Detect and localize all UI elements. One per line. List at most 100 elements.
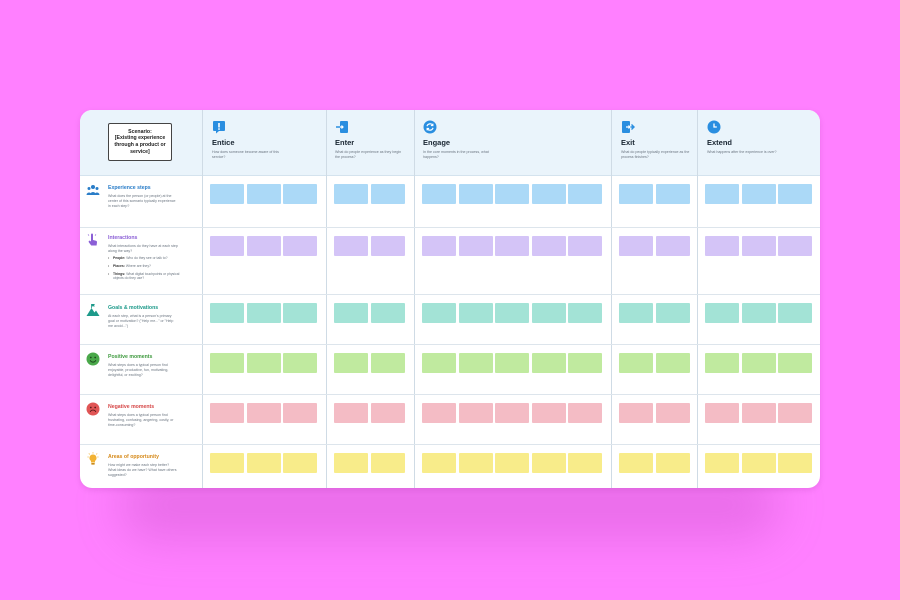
sticky-note-experience-steps-engage[interactable] bbox=[458, 184, 493, 204]
sticky-note-goals-motivations-extend[interactable] bbox=[705, 303, 739, 323]
sticky-note-interactions-enter[interactable] bbox=[370, 236, 405, 256]
sticky-note-goals-motivations-entice[interactable] bbox=[210, 303, 244, 323]
sticky-note-negative-moments-entice[interactable] bbox=[246, 403, 281, 423]
sticky-note-goals-motivations-extend[interactable] bbox=[778, 303, 812, 323]
sticky-note-goals-motivations-enter[interactable] bbox=[370, 303, 405, 323]
sticky-note-interactions-extend[interactable] bbox=[778, 236, 812, 256]
sticky-note-negative-moments-engage[interactable] bbox=[458, 403, 493, 423]
sticky-note-positive-moments-extend[interactable] bbox=[705, 353, 739, 373]
sticky-note-experience-steps-extend[interactable] bbox=[741, 184, 776, 204]
sticky-note-interactions-entice[interactable] bbox=[246, 236, 281, 256]
sticky-note-positive-moments-engage[interactable] bbox=[495, 353, 529, 373]
sticky-note-areas-of-opportunity-engage[interactable] bbox=[422, 453, 456, 473]
sticky-note-experience-steps-engage[interactable] bbox=[531, 184, 566, 204]
sticky-note-negative-moments-extend[interactable] bbox=[741, 403, 776, 423]
sticky-note-areas-of-opportunity-extend[interactable] bbox=[741, 453, 776, 473]
scenario-box[interactable]: Scenario: [Existing experience through a… bbox=[108, 123, 172, 161]
sticky-note-positive-moments-entice[interactable] bbox=[283, 353, 317, 373]
sticky-note-areas-of-opportunity-engage[interactable] bbox=[458, 453, 493, 473]
sticky-note-experience-steps-entice[interactable] bbox=[210, 184, 244, 204]
sticky-note-positive-moments-extend[interactable] bbox=[741, 353, 776, 373]
sticky-note-negative-moments-entice[interactable] bbox=[283, 403, 317, 423]
mountain-flag-icon bbox=[86, 304, 100, 316]
sticky-note-negative-moments-extend[interactable] bbox=[778, 403, 812, 423]
sticky-note-positive-moments-enter[interactable] bbox=[370, 353, 405, 373]
sticky-note-areas-of-opportunity-exit[interactable] bbox=[619, 453, 653, 473]
sticky-note-goals-motivations-entice[interactable] bbox=[283, 303, 317, 323]
sticky-note-goals-motivations-enter[interactable] bbox=[334, 303, 368, 323]
stage-entice[interactable]: Entice How does someone become aware of … bbox=[212, 120, 282, 160]
sticky-note-negative-moments-engage[interactable] bbox=[568, 403, 602, 423]
sticky-note-negative-moments-engage[interactable] bbox=[531, 403, 566, 423]
sticky-note-experience-steps-exit[interactable] bbox=[619, 184, 653, 204]
sticky-note-areas-of-opportunity-engage[interactable] bbox=[495, 453, 529, 473]
sticky-note-interactions-entice[interactable] bbox=[283, 236, 317, 256]
sticky-note-experience-steps-extend[interactable] bbox=[778, 184, 812, 204]
sticky-note-negative-moments-exit[interactable] bbox=[619, 403, 653, 423]
sticky-note-interactions-engage[interactable] bbox=[422, 236, 456, 256]
sticky-note-goals-motivations-exit[interactable] bbox=[655, 303, 690, 323]
sticky-note-areas-of-opportunity-extend[interactable] bbox=[778, 453, 812, 473]
sticky-note-goals-motivations-exit[interactable] bbox=[619, 303, 653, 323]
sticky-note-positive-moments-engage[interactable] bbox=[531, 353, 566, 373]
sticky-note-interactions-engage[interactable] bbox=[531, 236, 566, 256]
sticky-note-experience-steps-entice[interactable] bbox=[283, 184, 317, 204]
sticky-note-goals-motivations-entice[interactable] bbox=[246, 303, 281, 323]
sticky-note-experience-steps-enter[interactable] bbox=[334, 184, 368, 204]
sticky-note-areas-of-opportunity-entice[interactable] bbox=[283, 453, 317, 473]
journey-map-board[interactable]: Scenario: [Existing experience through a… bbox=[80, 110, 820, 488]
sticky-note-positive-moments-entice[interactable] bbox=[210, 353, 244, 373]
sticky-note-positive-moments-exit[interactable] bbox=[655, 353, 690, 373]
stage-title: Exit bbox=[621, 138, 635, 147]
sticky-note-interactions-entice[interactable] bbox=[210, 236, 244, 256]
sticky-note-positive-moments-exit[interactable] bbox=[619, 353, 653, 373]
sticky-note-interactions-exit[interactable] bbox=[619, 236, 653, 256]
sticky-note-areas-of-opportunity-engage[interactable] bbox=[568, 453, 602, 473]
sticky-note-areas-of-opportunity-entice[interactable] bbox=[210, 453, 244, 473]
sticky-note-experience-steps-engage[interactable] bbox=[568, 184, 602, 204]
sticky-note-experience-steps-engage[interactable] bbox=[495, 184, 529, 204]
sticky-note-negative-moments-enter[interactable] bbox=[334, 403, 368, 423]
sticky-note-areas-of-opportunity-enter[interactable] bbox=[334, 453, 368, 473]
sticky-note-positive-moments-enter[interactable] bbox=[334, 353, 368, 373]
sticky-note-areas-of-opportunity-engage[interactable] bbox=[531, 453, 566, 473]
sticky-note-experience-steps-exit[interactable] bbox=[655, 184, 690, 204]
sticky-note-experience-steps-enter[interactable] bbox=[370, 184, 405, 204]
stage-enter[interactable]: Enter What do people experience as they … bbox=[335, 120, 405, 160]
sticky-note-areas-of-opportunity-extend[interactable] bbox=[705, 453, 739, 473]
sticky-note-goals-motivations-engage[interactable] bbox=[458, 303, 493, 323]
sticky-note-goals-motivations-engage[interactable] bbox=[422, 303, 456, 323]
sticky-note-areas-of-opportunity-exit[interactable] bbox=[655, 453, 690, 473]
sticky-note-interactions-extend[interactable] bbox=[705, 236, 739, 256]
sticky-note-negative-moments-engage[interactable] bbox=[422, 403, 456, 423]
sticky-note-negative-moments-engage[interactable] bbox=[495, 403, 529, 423]
sticky-note-interactions-enter[interactable] bbox=[334, 236, 368, 256]
sticky-note-negative-moments-entice[interactable] bbox=[210, 403, 244, 423]
sticky-note-interactions-exit[interactable] bbox=[655, 236, 690, 256]
stage-extend[interactable]: Extend What happens after the experience… bbox=[707, 120, 777, 155]
sticky-note-experience-steps-engage[interactable] bbox=[422, 184, 456, 204]
sticky-note-areas-of-opportunity-enter[interactable] bbox=[370, 453, 405, 473]
sticky-note-negative-moments-extend[interactable] bbox=[705, 403, 739, 423]
sticky-note-experience-steps-extend[interactable] bbox=[705, 184, 739, 204]
sticky-note-positive-moments-engage[interactable] bbox=[458, 353, 493, 373]
exit-arrow-icon bbox=[622, 121, 635, 133]
sticky-note-goals-motivations-extend[interactable] bbox=[741, 303, 776, 323]
sticky-note-negative-moments-enter[interactable] bbox=[370, 403, 405, 423]
sticky-note-goals-motivations-engage[interactable] bbox=[568, 303, 602, 323]
sticky-note-negative-moments-exit[interactable] bbox=[655, 403, 690, 423]
sticky-note-experience-steps-entice[interactable] bbox=[246, 184, 281, 204]
sticky-note-areas-of-opportunity-entice[interactable] bbox=[246, 453, 281, 473]
sticky-note-interactions-engage[interactable] bbox=[495, 236, 529, 256]
sticky-note-positive-moments-engage[interactable] bbox=[568, 353, 602, 373]
sticky-note-positive-moments-extend[interactable] bbox=[778, 353, 812, 373]
stage-exit[interactable]: Exit What do people typically experience… bbox=[621, 120, 691, 160]
sticky-note-interactions-engage[interactable] bbox=[458, 236, 493, 256]
sticky-note-goals-motivations-engage[interactable] bbox=[531, 303, 566, 323]
sticky-note-interactions-engage[interactable] bbox=[568, 236, 602, 256]
sticky-note-goals-motivations-engage[interactable] bbox=[495, 303, 529, 323]
stage-engage[interactable]: Engage In the core moments in the proces… bbox=[423, 120, 493, 160]
sticky-note-interactions-extend[interactable] bbox=[741, 236, 776, 256]
sticky-note-positive-moments-engage[interactable] bbox=[422, 353, 456, 373]
sticky-note-positive-moments-entice[interactable] bbox=[246, 353, 281, 373]
